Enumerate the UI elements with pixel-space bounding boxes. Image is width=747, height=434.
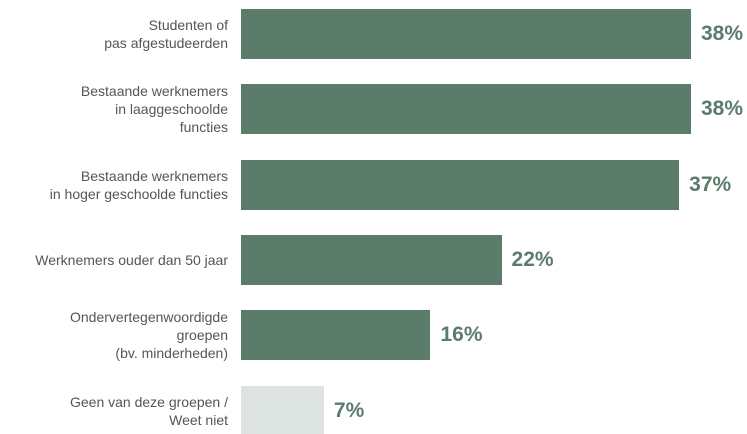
- value-label: 38%: [701, 97, 744, 121]
- bar: [241, 9, 691, 59]
- category-label: Studenten of pas afgestudeerden: [104, 17, 228, 51]
- category-label: Bestaande werknemers in hoger geschoolde…: [49, 167, 228, 202]
- bar: [241, 159, 680, 210]
- value-label: 7%: [333, 398, 365, 422]
- category-label: Ondervertegenwoordigde groepen (bv. mind…: [70, 309, 228, 362]
- bar: [241, 310, 431, 361]
- value-label: 16%: [440, 323, 483, 347]
- bar: [241, 234, 502, 285]
- value-label: 38%: [701, 22, 744, 45]
- bar: [241, 84, 691, 135]
- value-label: 37%: [689, 172, 732, 196]
- bar: [241, 385, 324, 434]
- category-label: Geen van deze groepen / Weet niet: [69, 393, 228, 428]
- value-label: 22%: [511, 247, 554, 271]
- category-label: Bestaande werknemers in laaggeschoolde f…: [80, 83, 228, 136]
- category-label: Werknemers ouder dan 50 jaar: [35, 251, 228, 268]
